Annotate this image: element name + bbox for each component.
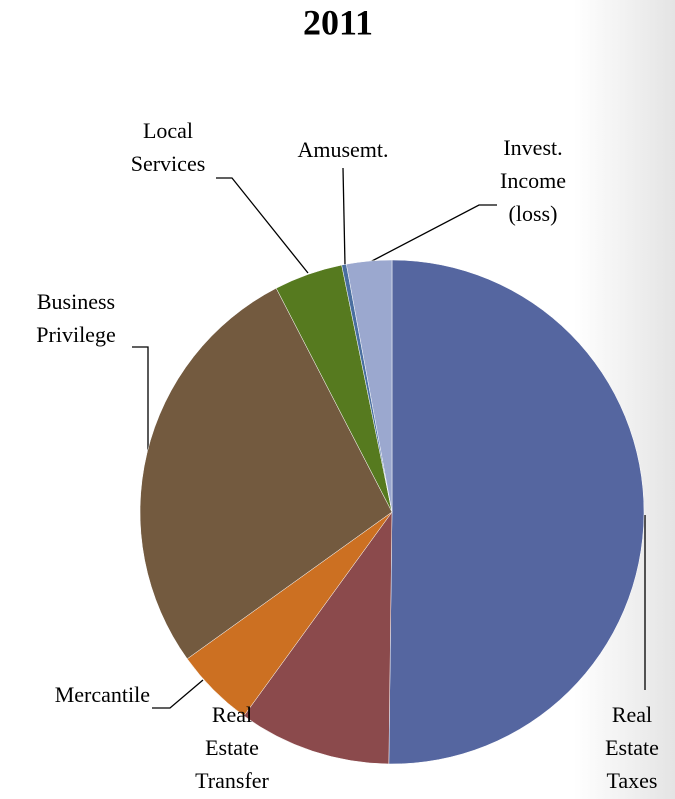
chart-title: 2011 xyxy=(303,2,373,42)
pie-slice xyxy=(243,511,393,765)
leader-line xyxy=(369,204,497,263)
leader-line xyxy=(342,167,346,266)
slice-label: Mercantile xyxy=(55,682,150,707)
leader-line xyxy=(132,346,149,452)
leader-line xyxy=(152,679,204,709)
pie-slice xyxy=(388,259,645,765)
pie-slice xyxy=(346,259,393,513)
slice-label: Invest. Income (loss) xyxy=(500,135,566,226)
leader-line xyxy=(216,177,309,274)
slice-label: Real Estate Transfer xyxy=(195,702,269,793)
slice-label: Local Services xyxy=(131,118,206,176)
leader-lines xyxy=(132,167,646,709)
pie-slice xyxy=(139,287,393,660)
slice-label: Real Estate Taxes xyxy=(605,702,659,793)
slice-label: Business Privilege xyxy=(36,289,115,347)
slice-label: Amusemt. xyxy=(297,137,388,162)
